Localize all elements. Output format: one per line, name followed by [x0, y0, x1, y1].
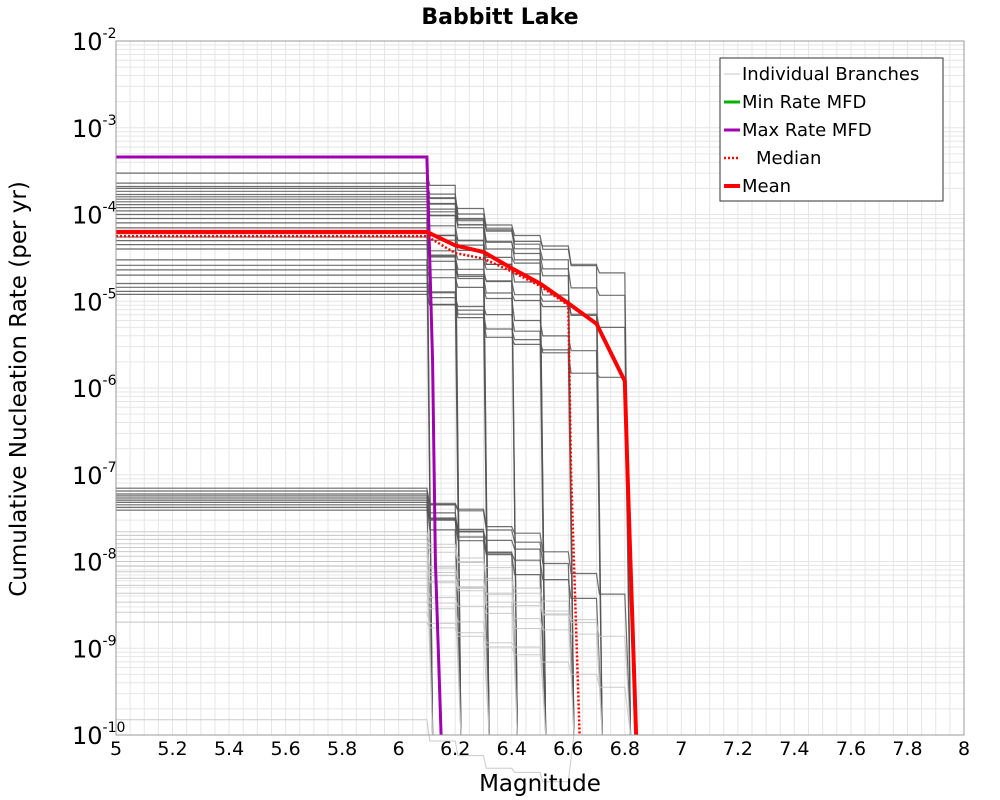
series-max-rate-mfd: [116, 155, 443, 736]
plot-frame: [115, 40, 965, 736]
branch-line: [116, 719, 575, 783]
y-tick-label: 10-6: [72, 373, 117, 403]
branch-line: [116, 240, 632, 736]
branch-line: [116, 565, 575, 736]
branch-line: [116, 207, 632, 736]
y-tick-label: 10-7: [72, 460, 117, 490]
branch-line: [116, 611, 631, 736]
branch-line: [116, 592, 462, 736]
branch-line: [116, 198, 603, 736]
x-axis-label: Magnitude: [479, 771, 601, 797]
branch-line: [116, 497, 575, 736]
y-tick-label: 10-5: [72, 286, 117, 316]
branch-line: [116, 601, 547, 736]
branch-line: [116, 259, 434, 736]
branch-line: [116, 264, 518, 736]
branch-line: [116, 506, 462, 736]
legend-label-max: Max Rate MFD: [742, 120, 872, 141]
x-tick-label: 8: [958, 738, 970, 760]
legend-label-branch: Individual Branches: [742, 64, 919, 85]
legend: Individual Branches Min Rate MFD Max Rate …: [719, 57, 944, 202]
branch-line: [116, 577, 518, 736]
x-tick-labels: 5 5.2 5.4 5.6 5.8 6 6.2 6.4 6.6 6.8 7 7.2 7.4 7.6 7.8 8: [110, 738, 970, 760]
y-tick-label: 10-2: [72, 26, 117, 56]
x-tick-label: 7.8: [892, 738, 922, 760]
branch-line: [116, 555, 631, 736]
x-tick-label: 7.6: [836, 738, 866, 760]
x-tick-label: 5.6: [270, 738, 300, 760]
branch-line: [116, 282, 547, 736]
branch-line: [116, 286, 632, 736]
x-tick-label: 5.2: [157, 738, 187, 760]
y-tick-label: 10-8: [72, 547, 117, 577]
series-median: [116, 235, 581, 736]
x-tick-label: 6.8: [610, 738, 640, 760]
series-lines: [116, 155, 639, 736]
branch-line: [116, 509, 547, 736]
branch-line: [116, 531, 575, 736]
y-tick-labels: 10-2 10-3 10-4 10-5 10-6 10-7 10-8 10-9 10-10: [72, 26, 125, 750]
x-tick-label: 7: [675, 738, 687, 760]
legend-label-median: Median: [756, 148, 821, 169]
x-tick-label: 7.2: [723, 738, 753, 760]
x-tick-label: 5: [110, 738, 122, 760]
x-tick-label: 6.6: [553, 738, 583, 760]
x-tick-label: 5.4: [214, 738, 244, 760]
y-axis-label: Cumulative Nucleation Rate (per yr): [6, 181, 32, 597]
x-tick-label: 7.4: [779, 738, 809, 760]
branch-line: [116, 584, 603, 736]
branch-line: [116, 547, 462, 736]
y-tick-label: 10-4: [72, 200, 117, 230]
x-tick-label: 6.4: [497, 738, 527, 760]
y-tick-label: 10-3: [72, 113, 117, 143]
legend-label-mean: Mean: [742, 176, 791, 197]
branch-line: [116, 493, 632, 736]
branch-line: [116, 495, 490, 736]
x-tick-label: 6.2: [440, 738, 470, 760]
series-mean: [116, 229, 639, 736]
x-tick-label: 5.8: [327, 738, 357, 760]
branch-line: [116, 571, 434, 736]
y-tick-label: 10-10: [72, 720, 125, 750]
branch-line: [116, 269, 603, 736]
y-tick-label: 10-9: [72, 633, 117, 663]
legend-label-min: Min Rate MFD: [742, 92, 866, 113]
branch-line: [116, 561, 490, 736]
legend-box: [719, 57, 944, 202]
branch-line: [116, 185, 632, 736]
branch-line: [116, 538, 518, 736]
branch-line: [116, 621, 490, 736]
chart-title: Babbitt Lake: [421, 5, 578, 30]
x-tick-label: 6: [393, 738, 405, 760]
